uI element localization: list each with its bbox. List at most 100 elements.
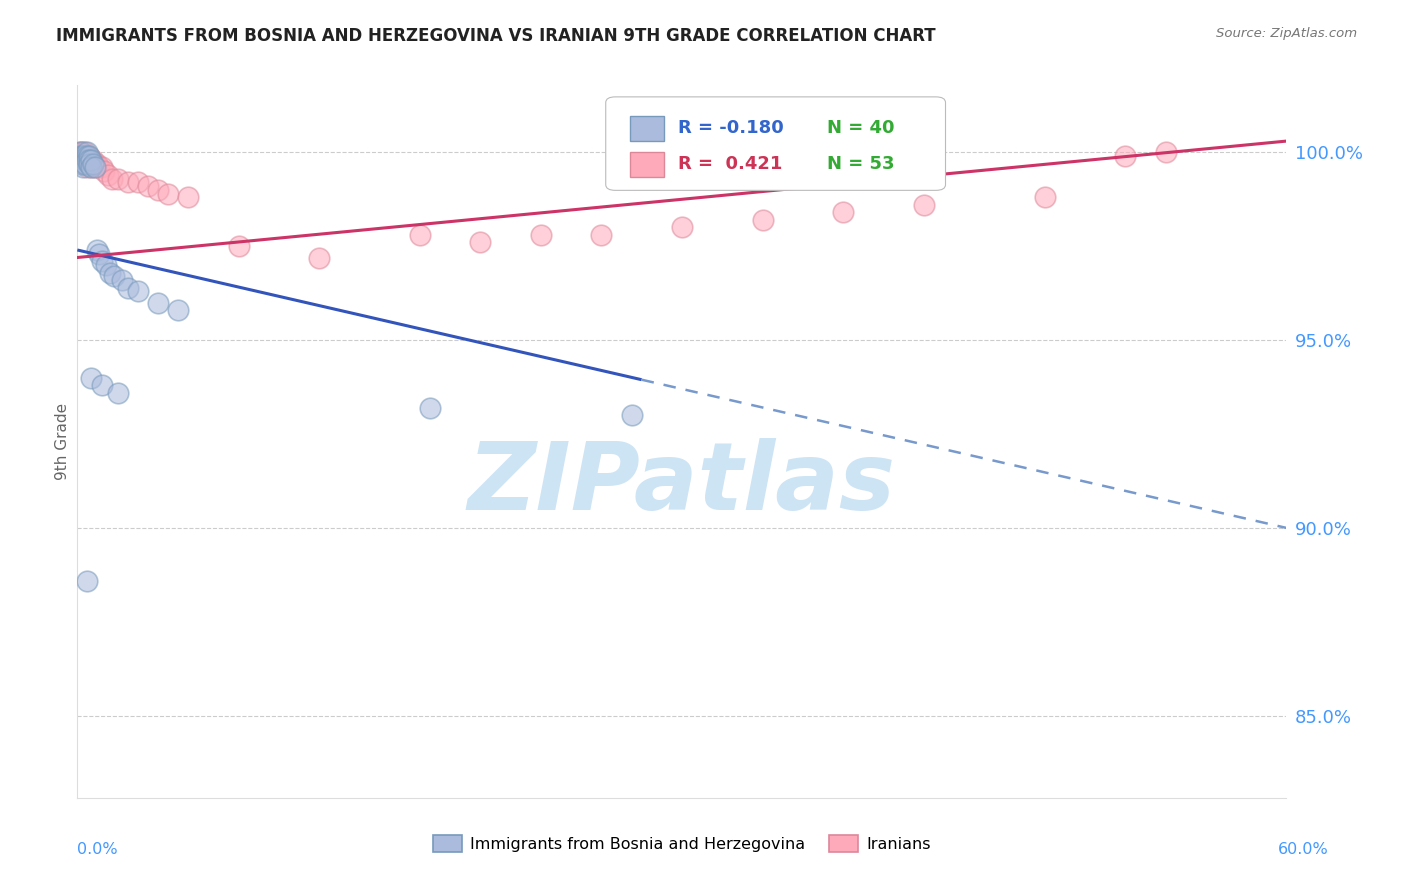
Point [80, 161, 103, 175]
Point [117, 175, 139, 189]
Point [470, 235, 492, 250]
Point [84, 161, 107, 175]
Point [70, 156, 93, 170]
FancyBboxPatch shape [606, 97, 945, 190]
Point [409, 227, 432, 242]
Point [1033, 190, 1056, 204]
Point [80, 153, 103, 167]
Point [103, 269, 125, 284]
Text: 60.0%: 60.0% [1278, 842, 1329, 856]
Point [84, 156, 107, 170]
Point [67, 149, 90, 163]
Point [72, 149, 94, 163]
Point [76, 145, 98, 160]
Point [75, 156, 97, 170]
Text: IMMIGRANTS FROM BOSNIA AND HERZEGOVINA VS IRANIAN 9TH GRADE CORRELATION CHART: IMMIGRANTS FROM BOSNIA AND HERZEGOVINA V… [56, 27, 936, 45]
Point [79, 156, 101, 170]
Point [79, 149, 101, 163]
Point [177, 190, 200, 204]
Point [90, 378, 112, 392]
Point [79, 153, 101, 167]
Point [107, 385, 129, 400]
Point [127, 285, 149, 299]
Point [167, 303, 190, 318]
Text: R =  0.421: R = 0.421 [678, 155, 783, 173]
Point [67, 153, 90, 167]
Point [80, 156, 103, 170]
Point [107, 171, 129, 186]
Point [79, 149, 101, 163]
Point [72, 156, 94, 170]
Point [72, 149, 94, 163]
Point [70, 149, 93, 163]
Point [82, 153, 104, 167]
Point [100, 171, 122, 186]
Point [76, 156, 98, 170]
Point [80, 153, 103, 167]
Text: N = 53: N = 53 [827, 155, 894, 173]
Text: R = -0.180: R = -0.180 [678, 119, 785, 136]
Point [72, 153, 94, 167]
Bar [630, 116, 664, 141]
Point [67, 149, 90, 163]
Point [67, 145, 90, 160]
Point [75, 153, 97, 167]
Point [93, 164, 115, 178]
Point [90, 254, 112, 268]
Point [76, 153, 98, 167]
Point [89, 161, 111, 175]
Text: N = 40: N = 40 [827, 119, 894, 136]
Point [530, 227, 553, 242]
Bar [630, 152, 664, 178]
Point [75, 149, 97, 163]
Point [98, 266, 121, 280]
Point [76, 149, 98, 163]
Point [96, 168, 118, 182]
Point [90, 161, 112, 175]
Point [82, 156, 104, 170]
Text: 0.0%: 0.0% [77, 842, 118, 856]
Point [136, 179, 159, 194]
Point [72, 153, 94, 167]
Point [70, 145, 93, 160]
Point [228, 239, 250, 253]
Point [79, 156, 101, 170]
Point [76, 149, 98, 163]
Point [419, 401, 441, 415]
Point [80, 161, 103, 175]
Point [70, 149, 93, 163]
Point [117, 280, 139, 294]
Point [70, 145, 93, 160]
Legend: Immigrants from Bosnia and Herzegovina, Iranians: Immigrants from Bosnia and Herzegovina, … [427, 829, 936, 858]
Point [146, 295, 169, 310]
Point [157, 186, 180, 201]
Y-axis label: 9th Grade: 9th Grade [55, 403, 70, 480]
Point [591, 227, 613, 242]
Text: ZIPatlas: ZIPatlas [468, 438, 896, 531]
Point [75, 149, 97, 163]
Point [1114, 149, 1136, 163]
Point [75, 156, 97, 170]
Point [82, 156, 104, 170]
Point [308, 251, 330, 265]
Point [75, 145, 97, 160]
Point [832, 205, 855, 219]
Point [751, 213, 773, 227]
Point [84, 161, 107, 175]
Point [912, 198, 935, 212]
Point [86, 156, 108, 170]
Point [94, 258, 117, 272]
Point [76, 161, 98, 175]
Point [127, 175, 149, 189]
Point [72, 145, 94, 160]
Point [111, 273, 134, 287]
Point [89, 246, 111, 260]
Point [146, 183, 169, 197]
Point [620, 409, 643, 423]
Point [671, 220, 693, 235]
Point [86, 243, 108, 257]
Point [70, 153, 93, 167]
Point [80, 370, 103, 384]
Point [79, 153, 101, 167]
Point [70, 153, 93, 167]
